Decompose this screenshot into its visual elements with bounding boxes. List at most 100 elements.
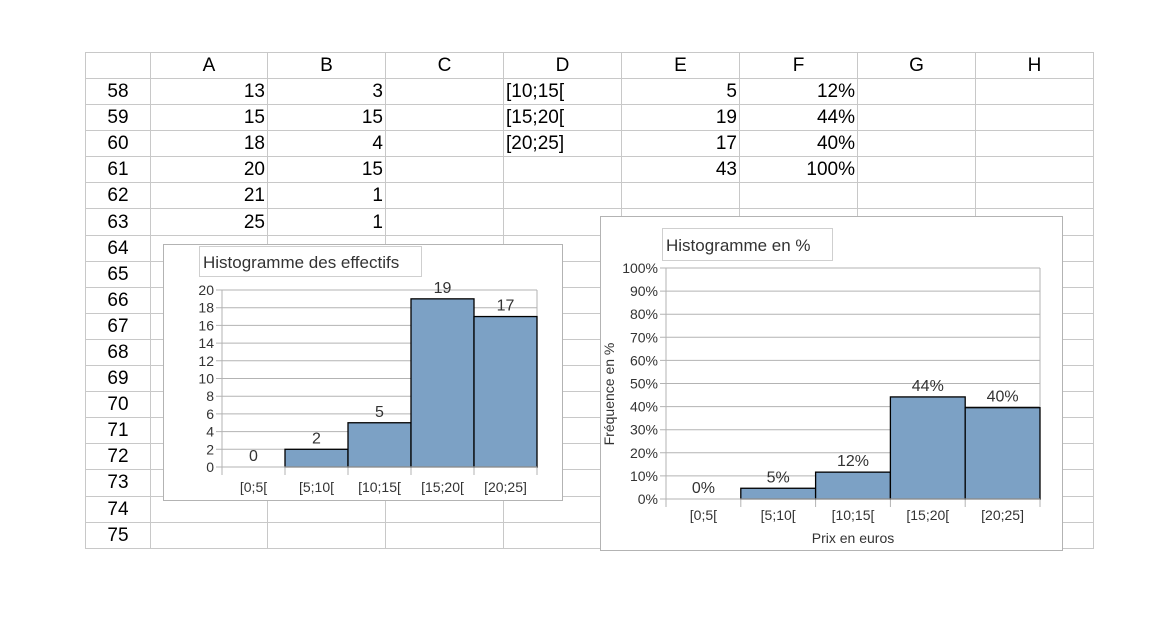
cell-G62[interactable] [857, 182, 976, 210]
x-tick-label: [15;20[ [421, 479, 464, 495]
chart-title-box [662, 228, 833, 261]
y-tick-label: 70% [630, 329, 658, 345]
y-tick-label: 2 [206, 441, 214, 457]
row-header[interactable]: 64 [85, 234, 151, 262]
cell-F61[interactable]: 100% [739, 156, 858, 184]
row-header[interactable]: 68 [85, 338, 151, 367]
cell-B61[interactable]: 15 [267, 156, 386, 184]
cell-C61[interactable] [385, 156, 504, 184]
data-label: 5% [767, 469, 790, 486]
cell-C63[interactable] [385, 208, 504, 236]
y-tick-label: 6 [206, 406, 214, 422]
x-tick-label: [10;15[ [358, 479, 401, 495]
chart-2[interactable]: 0% 10% 20% 30% 40% 50% 60% 70% 80% 90% 100% 0% [0;5[… [600, 216, 1063, 551]
table-row: 61 20 15 43 100% [85, 156, 1094, 184]
bar [284, 448, 349, 468]
y-tick-label: 10% [630, 468, 658, 484]
y-tick-label: 90% [630, 283, 658, 299]
x-tick-label: [10;15[ [832, 507, 875, 523]
row-header[interactable]: 66 [85, 286, 151, 314]
y-tick-label: 10 [198, 371, 214, 387]
y-tick-label: 0 [206, 459, 214, 475]
y-tick-label: 20% [630, 445, 658, 461]
cell-D58[interactable]: [10;15[ [503, 77, 622, 106]
cell-B59[interactable]: 15 [267, 104, 386, 132]
y-tick-label: 60% [630, 352, 658, 368]
chart-title: Histogramme des effectifs [203, 253, 399, 272]
y-tick-label: 12 [198, 353, 214, 369]
data-label: 17 [497, 298, 515, 315]
column-header-G[interactable]: G [857, 52, 976, 79]
column-header-C[interactable]: C [385, 52, 504, 79]
row-header[interactable]: 61 [85, 156, 151, 184]
y-tick-label: 0% [638, 491, 658, 507]
y-axis-label: Fréquence en % [601, 343, 617, 446]
x-tick-label: [5;10[ [299, 479, 334, 495]
y-tick-label: 80% [630, 306, 658, 322]
cell-D59[interactable]: [15;20[ [503, 104, 622, 132]
x-tick-label: [15;20[ [906, 507, 949, 523]
y-tick-label: 18 [198, 300, 214, 316]
row-header[interactable]: 74 [85, 495, 151, 523]
bar [964, 407, 1041, 500]
row-header[interactable]: 67 [85, 312, 151, 340]
cell-G58[interactable] [857, 77, 976, 106]
x-tick-label: [0;5[ [240, 479, 267, 495]
table-row: 59 15 15 [15;20[19 44% [85, 104, 1094, 132]
cell-C75[interactable] [385, 521, 504, 549]
row-header[interactable]: 65 [85, 260, 151, 288]
data-label: 44% [912, 378, 944, 395]
y-tick-label: 16 [198, 317, 214, 333]
row-header[interactable]: 63 [85, 208, 151, 236]
row-header[interactable]: 71 [85, 417, 151, 445]
cell-E58[interactable]: 5 [621, 77, 740, 106]
bar [889, 396, 966, 500]
cell-F62[interactable] [739, 182, 858, 210]
bar [473, 315, 538, 468]
cell-A58[interactable]: 13 [150, 77, 268, 106]
row-header[interactable]: 70 [85, 391, 151, 419]
data-label: 12% [837, 453, 869, 470]
x-tick-label: [20;25] [981, 507, 1024, 523]
x-tick-label: [5;10[ [761, 507, 796, 523]
y-tick-label: 100% [622, 260, 658, 276]
row-header[interactable]: 73 [85, 469, 151, 497]
cell-H59[interactable] [975, 104, 1094, 132]
x-tick-label: [20;25] [484, 479, 527, 495]
cell-H58[interactable] [975, 77, 1094, 106]
y-tick-label: 50% [630, 376, 658, 392]
cell-D62[interactable] [503, 182, 622, 210]
y-tick-label: 20 [198, 282, 214, 298]
cell-B75[interactable] [267, 521, 386, 549]
y-tick-label: 4 [206, 424, 214, 440]
cell-A61[interactable]: 20 [150, 156, 268, 184]
bar [410, 298, 475, 468]
chart-1[interactable]: 024681012141618200[0;5[2[5;10[5[10;15[19… [163, 244, 563, 501]
x-tick-label: [0;5[ [690, 507, 717, 523]
data-label: 5 [375, 404, 384, 421]
cell-G61[interactable] [857, 156, 976, 184]
y-tick-label: 8 [206, 388, 214, 404]
row-header[interactable]: 72 [85, 443, 151, 471]
column-header-F[interactable]: F [739, 52, 858, 79]
y-tick-label: 40% [630, 399, 658, 415]
data-label: 19 [434, 280, 452, 297]
chart-title-box [199, 246, 422, 277]
data-label: 0% [692, 480, 715, 497]
cell-C62[interactable] [385, 182, 504, 210]
row-header[interactable]: 58 [85, 77, 151, 106]
row-header[interactable]: 75 [85, 521, 151, 549]
chart-title: Histogramme en % [666, 236, 811, 255]
bar [740, 487, 817, 500]
y-tick-label: 30% [630, 422, 658, 438]
table-row: 62 21 1 [85, 182, 1094, 210]
bar [814, 471, 892, 500]
bar [347, 422, 412, 468]
cell-A75[interactable] [150, 521, 268, 549]
cell-B60[interactable]: 4 [267, 130, 386, 158]
y-tick-label: 14 [198, 335, 214, 351]
table-row: 60 18 4 [20;25] 17 40% [85, 130, 1094, 158]
data-label: 2 [312, 430, 321, 447]
row-header[interactable]: 69 [85, 365, 151, 393]
